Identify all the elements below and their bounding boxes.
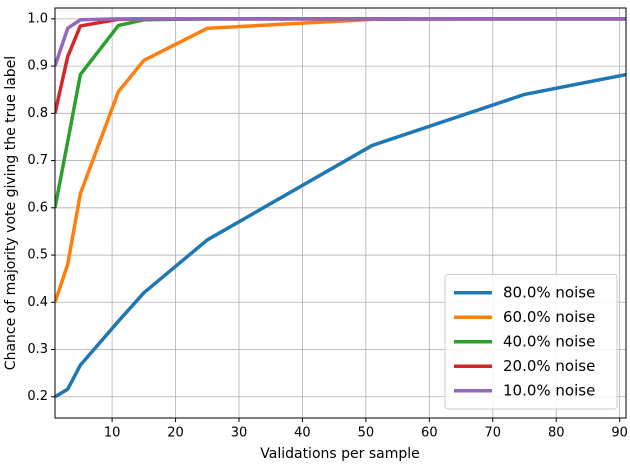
y-tick-label: 0.3 (27, 342, 48, 357)
y-tick-label: 1.0 (27, 11, 48, 26)
y-tick-label: 0.5 (27, 248, 48, 263)
y-tick-label: 0.8 (27, 106, 48, 121)
series-line (55, 72, 626, 399)
legend-label: 60.0% noise (503, 308, 595, 326)
y-tick-label: 0.2 (27, 389, 48, 404)
x-tick-label: 30 (231, 426, 248, 441)
x-tick-label: 50 (358, 426, 375, 441)
plot-frame (54, 7, 627, 419)
y-tick-label: 0.9 (27, 59, 48, 74)
legend-box (444, 274, 618, 410)
legend-label: 40.0% noise (503, 332, 595, 350)
legend-label: 20.0% noise (503, 357, 595, 375)
y-axis-label: Chance of majority vote giving the true … (3, 56, 19, 370)
y-tick-label: 0.7 (27, 153, 48, 168)
x-tick-label: 90 (611, 426, 628, 441)
x-tick-label: 80 (548, 426, 565, 441)
x-tick-label: 60 (421, 426, 438, 441)
x-tick-label: 70 (484, 426, 501, 441)
x-tick-label: 20 (167, 426, 184, 441)
legend-label: 10.0% noise (503, 381, 595, 399)
y-tick-label: 0.4 (27, 295, 48, 310)
legend-label: 80.0% noise (503, 283, 595, 301)
y-tick-label: 0.6 (27, 200, 48, 215)
x-axis-label: Validations per sample (260, 446, 419, 462)
x-tick-label: 40 (294, 426, 311, 441)
series-line (55, 17, 626, 67)
x-tick-label: 10 (104, 426, 121, 441)
